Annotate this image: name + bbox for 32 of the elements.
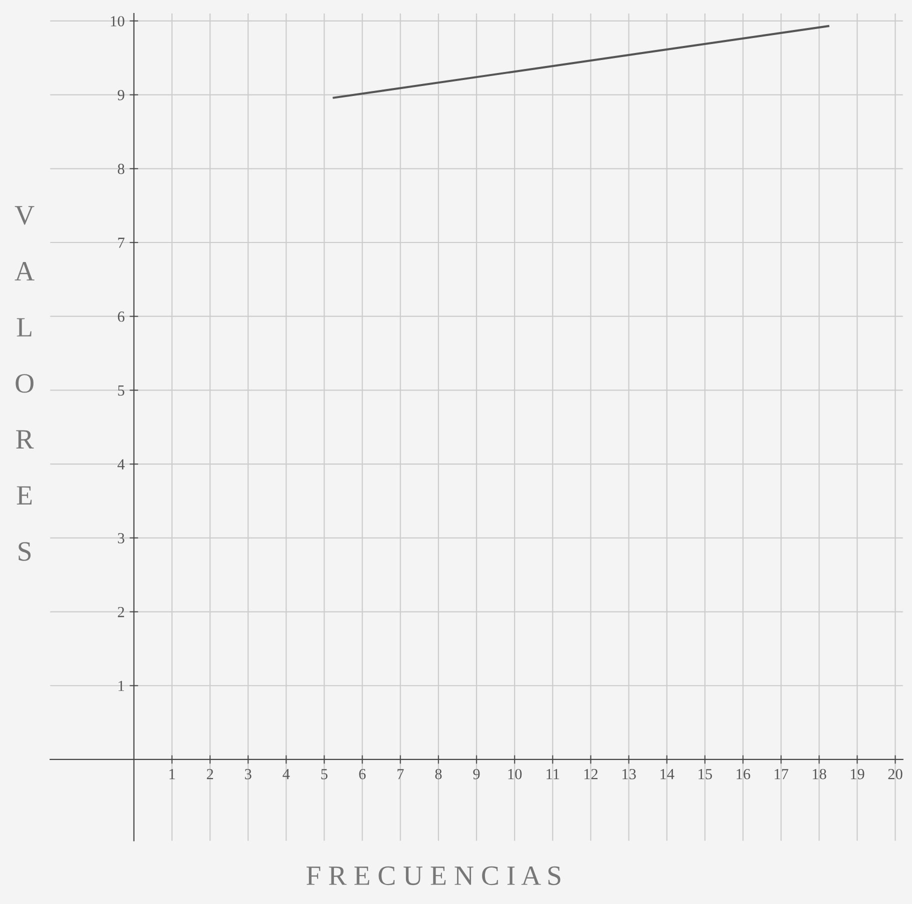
x-tick-label: 14 xyxy=(660,769,674,780)
x-tick-label: 17 xyxy=(774,769,788,780)
y-tick-label: 3 xyxy=(118,533,124,544)
x-tick-label: 12 xyxy=(584,768,598,780)
x-tick-label: 9 xyxy=(473,768,480,780)
y-tick-label: 5 xyxy=(118,386,124,396)
x-tick-label: 13 xyxy=(622,768,636,780)
x-tick-label: 11 xyxy=(546,769,560,780)
y-tick-label: 1 xyxy=(118,680,124,691)
x-tick-label: 18 xyxy=(812,768,826,780)
x-tick-label: 15 xyxy=(698,769,712,780)
x-tick-label: 2 xyxy=(206,768,214,780)
x-tick-label: 5 xyxy=(321,769,328,780)
x-tick-label: 16 xyxy=(736,768,750,780)
x-tick-label: 10 xyxy=(508,768,522,780)
y-tick-label: 9 xyxy=(118,90,124,100)
x-tick-label: 8 xyxy=(435,768,442,780)
y-tick-label: 2 xyxy=(118,606,124,618)
y-tick-label: 10 xyxy=(110,16,124,26)
x-tick-label: 3 xyxy=(245,768,252,780)
x-tick-label: 19 xyxy=(850,768,864,780)
text: VALORES xyxy=(14,206,34,561)
x-tick-label: 20 xyxy=(888,768,902,780)
y-tick-label: 7 xyxy=(118,238,124,248)
x-tick-label: 6 xyxy=(359,768,366,780)
x-tick-label: 1 xyxy=(170,769,175,780)
x-tick-label: 7 xyxy=(398,769,404,780)
y-tick-label: 6 xyxy=(118,312,124,322)
x-axis-title: F R E C U E N C I A S xyxy=(306,866,560,886)
x-tick-label: 4 xyxy=(282,769,290,780)
y-tick-label: 8 xyxy=(118,164,124,174)
y-tick-label: 4 xyxy=(118,459,125,470)
